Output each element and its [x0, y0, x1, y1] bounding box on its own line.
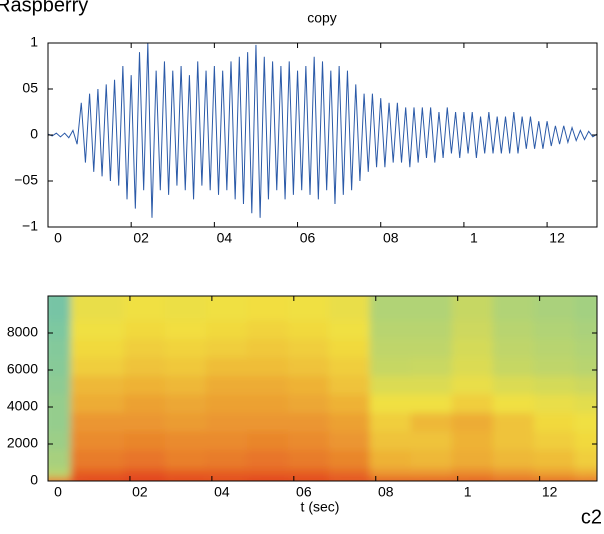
x-tick-label: 0 [54, 484, 62, 500]
x-tick-label: 0 [54, 230, 62, 246]
x-tick-label: 08 [378, 484, 394, 500]
chart-title: copy [307, 10, 337, 26]
y-tick-label: −1 [22, 218, 38, 234]
y-tick-label: 8000 [7, 324, 38, 340]
y-tick-label: −05 [14, 172, 38, 188]
waveform [47, 42, 598, 218]
heat-cell [574, 296, 597, 321]
y-tick-label: 05 [22, 80, 38, 96]
y-tick-label: 6000 [7, 361, 38, 377]
y-tick-label: 4000 [7, 398, 38, 414]
y-tick-label: 0 [30, 126, 38, 142]
x-tick-label: 12 [549, 230, 565, 246]
x-tick-label: 02 [132, 484, 148, 500]
x-tick-label: 02 [133, 230, 149, 246]
x-tick-label: 04 [217, 230, 233, 246]
x-tick-label: 04 [214, 484, 230, 500]
x-tick-label: 06 [300, 230, 316, 246]
x-tick-label: 1 [470, 230, 478, 246]
spectrogram [48, 296, 597, 481]
x-axis-label: t (sec) [301, 499, 340, 515]
x-tick-label: 12 [542, 484, 558, 500]
x-tick-label: 08 [383, 230, 399, 246]
spectrogram-cells [48, 296, 597, 481]
x-tick-label: 06 [296, 484, 312, 500]
axes-box [47, 295, 598, 482]
y-tick-label: 0 [30, 472, 38, 488]
x-tick-label: 1 [464, 484, 472, 500]
page-header: Raspberry [0, 0, 88, 16]
y-tick-label: 1 [30, 34, 38, 50]
page-footer: c2 [581, 506, 602, 528]
y-tick-label: 2000 [7, 435, 38, 451]
